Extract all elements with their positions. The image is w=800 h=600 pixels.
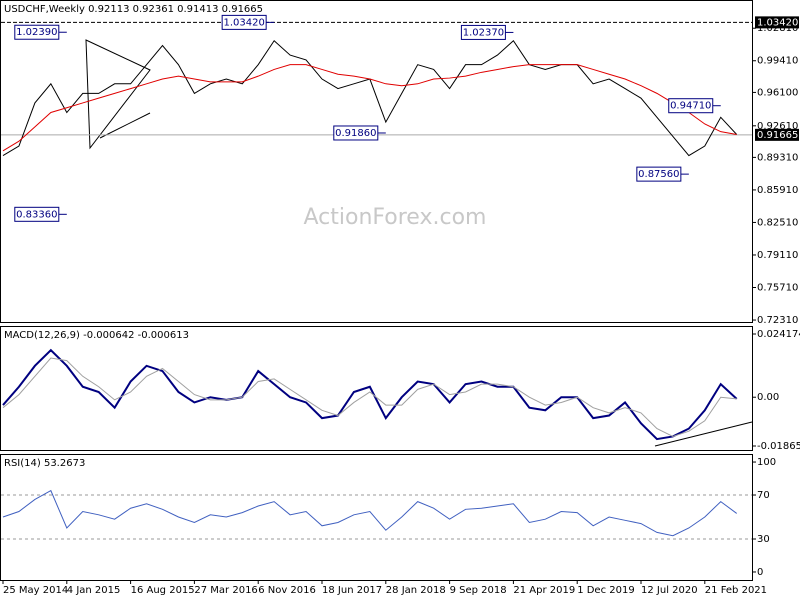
series-line	[2, 489, 737, 537]
y-tick-label: 0.75710	[757, 283, 798, 294]
x-tick-label: 25 May 2014	[3, 585, 68, 596]
x-tick-label: 1 Dec 2019	[577, 585, 635, 596]
macd-title: MACD(12,26,9) -0.000642 -0.000613	[4, 330, 189, 341]
annotation-box	[460, 24, 506, 40]
y-tick-label: 0	[757, 567, 763, 578]
annotation-label: 1.02370	[463, 27, 504, 38]
macd-trendline	[654, 421, 753, 447]
triangle-line	[99, 112, 151, 139]
y-tick-label: 70	[757, 490, 770, 501]
y-tick-label: 1.02810	[757, 23, 798, 34]
x-tick-label: 12 Jul 2020	[641, 585, 698, 596]
x-tick-label: 6 Nov 2016	[258, 585, 316, 596]
annotation-box	[636, 166, 682, 182]
series-line	[2, 64, 737, 152]
y-tick-label: 30	[757, 534, 770, 545]
rsi-frame	[0, 454, 753, 581]
x-tick-label: 27 Mar 2016	[194, 585, 257, 596]
y-tick-label: -0.018653	[757, 441, 800, 452]
y-tick-label: 0.00	[757, 392, 779, 403]
triangle-drawing	[85, 39, 151, 150]
x-tick-label: 18 Jun 2017	[322, 585, 382, 596]
x-tick-label: 21 Apr 2019	[513, 585, 575, 596]
rsi-title: RSI(14) 53.2673	[4, 458, 85, 469]
annotation-box	[221, 14, 267, 30]
annotation-label: 1.03420	[223, 17, 264, 28]
series-line	[2, 357, 737, 437]
annotation-box	[668, 98, 714, 114]
y-tick-label: 100	[757, 457, 776, 468]
x-tick-label: 9 Sep 2018	[450, 585, 507, 596]
annotation-box	[14, 24, 60, 40]
annotation-label: 0.94710	[670, 101, 711, 112]
x-tick-label: 16 Aug 2015	[131, 585, 195, 596]
y-tick-label: 0.96100	[757, 87, 798, 98]
watermark: ActionForex.com	[304, 205, 487, 230]
y-tick-label: 0.99410	[757, 56, 798, 67]
x-tick-label: 4 Jan 2015	[67, 585, 121, 596]
macd-frame	[0, 326, 753, 451]
y-tick-label: 0.79110	[757, 250, 798, 261]
y-tick-label: 0.89310	[757, 152, 798, 163]
annotation-label: 0.91860	[335, 128, 376, 139]
annotation-label: 0.87560	[638, 169, 679, 180]
last-price-label: 0.91665	[757, 130, 798, 141]
high-label-box	[755, 16, 799, 29]
y-tick-label: 0.92610	[757, 121, 798, 132]
y-tick-label: 0.82510	[757, 217, 798, 228]
series-line	[2, 348, 738, 441]
price-title: USDCHF,Weekly 0.92113 0.92361 0.91413 0.…	[4, 4, 263, 15]
y-tick-label: 0.72310	[757, 315, 798, 326]
annotation-box	[14, 206, 60, 222]
annotation-label: 0.83360	[16, 209, 57, 220]
y-tick-label: 0.85910	[757, 185, 798, 196]
annotation-box	[333, 125, 379, 141]
x-tick-label: 28 Jan 2018	[386, 585, 446, 596]
x-tick-label: 21 Feb 2021	[705, 585, 767, 596]
y-tick-label: 0.024174	[757, 329, 800, 340]
high-label: 1.03420	[757, 17, 798, 28]
annotation-label: 1.02390	[16, 27, 57, 38]
price-frame	[0, 0, 753, 323]
last-price-box	[755, 128, 799, 141]
